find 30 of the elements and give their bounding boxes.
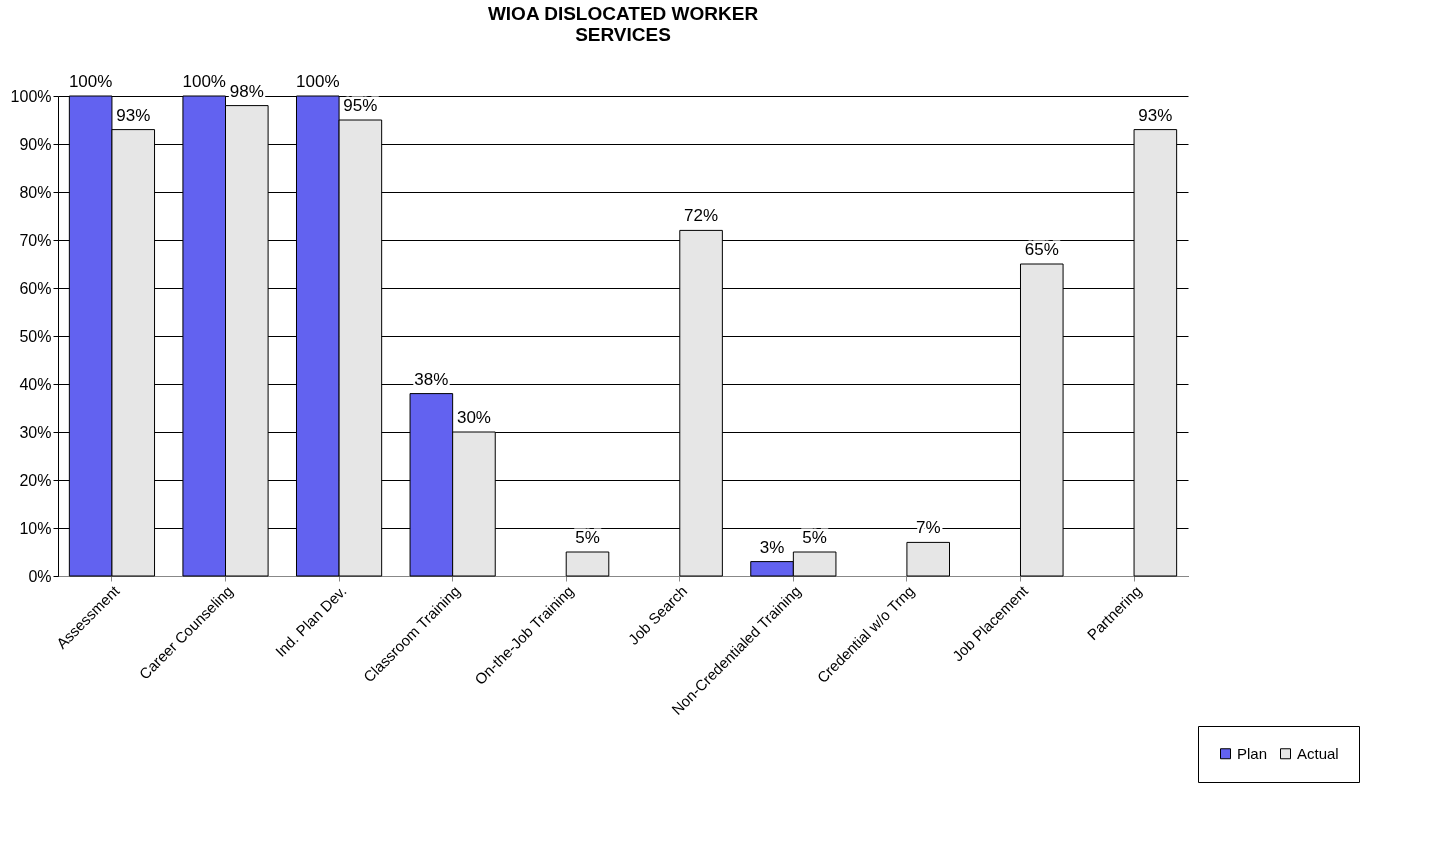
data-label: 65% [1024,240,1059,259]
y-tick-label: 20% [19,471,52,489]
data-label: 93% [116,105,151,125]
data-label: 5% [575,528,600,547]
y-tick-label: 30% [19,423,52,441]
y-tick-label: 40% [19,375,52,393]
y-tick-label: 80% [19,183,52,201]
y-tick-label: 60% [19,279,52,297]
y-tick-label: 50% [19,327,52,345]
data-label: 5% [802,528,827,547]
data-label: 30% [456,408,491,427]
data-label: 100% [296,72,340,91]
data-label: 72% [684,206,719,226]
chart-title: WIOA DISLOCATED WORKER SERVICES [487,3,759,45]
data-label: 93% [1138,105,1173,125]
data-label: 38% [414,369,449,389]
y-tick-label: 70% [19,231,52,249]
data-label: 98% [229,81,264,101]
bar [906,541,951,577]
data-label: 95% [343,96,378,115]
bar [565,551,610,577]
y-tick-label: 10% [19,519,52,537]
legend-label: Plan [1237,744,1268,762]
data-label: 100% [182,72,226,91]
data-label: 3% [759,537,785,557]
y-tick-label: 100% [10,87,52,105]
y-tick-label: 0% [28,567,52,585]
y-tick-label: 90% [19,135,52,153]
data-label: 100% [68,72,113,91]
legend-label: Actual [1297,744,1339,762]
